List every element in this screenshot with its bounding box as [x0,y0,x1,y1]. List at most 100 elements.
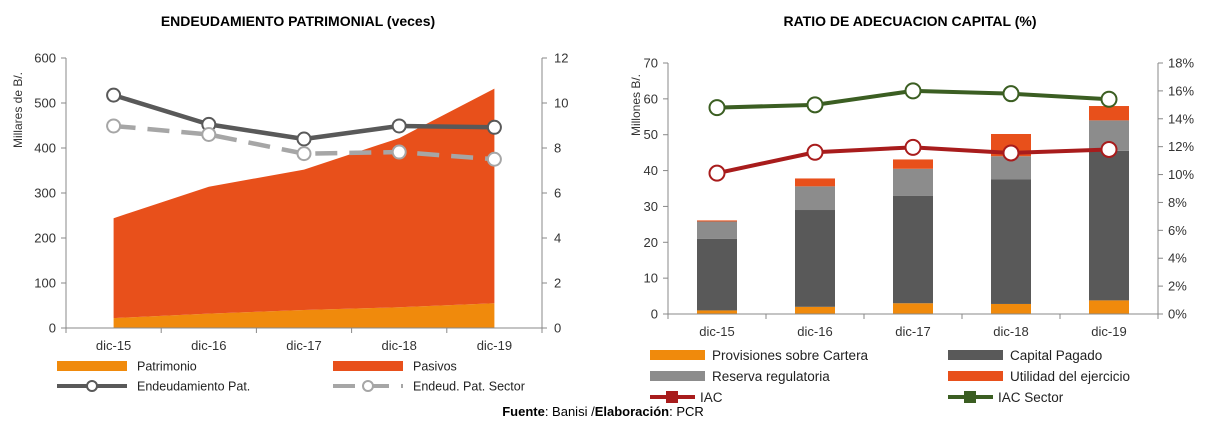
chart2-title: RATIO DE ADECUACION CAPITAL (%) [783,13,1036,29]
chart2-xtick-label: dic-19 [1091,324,1126,339]
chart1-ytick-label: 500 [34,96,56,111]
bar-provisiones-sobre-cartera [795,306,835,314]
marker-iac-sector [904,82,922,100]
chart2-ytick-label: 50 [644,127,658,142]
chart-endeudamiento: ENDEUDAMIENTO PATRIMONIAL (veces) Millar… [11,13,568,394]
chart1-y2tick-label: 4 [554,231,561,246]
bar-utilidad-del-ejercicio [795,178,835,187]
marker-endeud-pat-sector [201,127,217,142]
chart1-xtick-label: dic-17 [286,338,321,353]
bar-utilidad-del-ejercicio [1089,106,1129,121]
elaboration-label: Elaboración [594,404,670,419]
legend-label-pasivos: Pasivos [413,360,457,374]
chart2-y2tick-label: 6% [1168,223,1187,238]
legend-label-utilidad-del-ejercicio: Utilidad del ejercicio [1010,369,1130,384]
chart-ratio-adecuacion: RATIO DE ADECUACION CAPITAL (%) Millones… [629,13,1194,404]
chart2-ylabel: Millones B/. [629,74,643,136]
legend-marker-endeud-pat-sector [362,380,374,392]
legend-marker-iac [666,391,678,403]
legend-swatch-pasivos [333,361,403,371]
legend-label-reserva-regulatoria: Reserva regulatoria [712,369,830,384]
chart1-ytick-label: 200 [34,231,56,246]
chart2-y2tick-label: 16% [1168,83,1194,98]
chart2-ytick-label: 60 [644,91,658,106]
marker-iac [904,138,922,156]
bar-provisiones-sobre-cartera [893,303,933,314]
bar-reserva-regulatoria [893,168,933,196]
marker-iac-sector [708,99,726,117]
chart2-ytick-label: 40 [644,163,658,178]
bar-utilidad-del-ejercicio [697,220,737,222]
chart2-y2tick-label: 8% [1168,195,1187,210]
bar-reserva-regulatoria [795,186,835,211]
chart2-xtick-label: dic-17 [895,324,930,339]
chart1-ytick-label: 0 [49,321,56,336]
chart2-ytick-label: 0 [651,307,658,322]
bar-provisiones-sobre-cartera [991,303,1031,314]
legend-label-capital-pagado: Capital Pagado [1010,348,1102,363]
legend-swatch-provisiones-sobre-cartera [650,350,705,360]
line-endeud-pat-sector [113,123,495,162]
marker-iac [1002,144,1020,162]
chart2-xtick-label: dic-15 [699,324,734,339]
chart2-xtick-label: dic-18 [993,324,1028,339]
marker-iac-sector [1100,90,1118,108]
chart2-ytick-label: 70 [644,56,658,71]
legend-label-endeudamiento-pat: Endeudamiento Pat. [137,380,250,394]
legend-marker-iac-sector [964,391,976,403]
chart2-y2tick-label: 10% [1168,167,1194,182]
bar-provisiones-sobre-cartera [697,310,737,314]
area-pasivos [113,88,495,319]
legend-swatch-patrimonio [57,361,127,371]
bar-utilidad-del-ejercicio [893,159,933,169]
charts-canvas: ENDEUDAMIENTO PATRIMONIAL (veces) Millar… [11,13,1194,404]
legend-marker-endeudamiento-pat [86,380,98,392]
chart2-ytick-label: 10 [644,271,658,286]
chart1-xtick-label: dic-16 [191,338,226,353]
marker-endeud-pat-sector [106,118,122,134]
marker-endeud-pat-sector [391,144,407,160]
bar-capital-pagado [795,210,835,307]
chart2-y2tick-label: 12% [1168,139,1194,154]
legend-label-iac-sector: IAC Sector [998,390,1064,404]
chart1-xtick-label: dic-15 [96,338,131,353]
chart1-y2tick-label: 10 [554,96,568,111]
marker-iac [806,143,824,161]
source-label: Fuente [502,404,545,419]
marker-endeudamiento-pat [486,119,502,135]
chart2-y2tick-label: 2% [1168,279,1187,294]
chart2-y2tick-label: 0% [1168,307,1187,322]
bar-capital-pagado [697,238,737,311]
chart2-y2tick-label: 18% [1168,56,1194,71]
bar-capital-pagado [1089,150,1129,301]
legend-swatch-utilidad-del-ejercicio [948,371,1003,381]
marker-iac [1100,140,1118,158]
legend-swatch-capital-pagado [948,350,1003,360]
chart2-y2tick-label: 4% [1168,251,1187,266]
legend-label-provisiones-sobre-cartera: Provisiones sobre Cartera [712,348,869,363]
chart1-xtick-label: dic-18 [381,338,416,353]
bar-reserva-regulatoria [697,221,737,239]
legend-label-patrimonio: Patrimonio [137,360,197,374]
marker-endeudamiento-pat [391,118,407,134]
chart1-ytick-label: 100 [34,276,56,291]
chart1-y2tick-label: 0 [554,321,561,336]
bar-reserva-regulatoria [991,156,1031,180]
area-patrimonio [113,303,495,328]
legend-label-endeud-pat-sector: Endeud. Pat. Sector [413,380,525,394]
chart2-ytick-label: 20 [644,235,658,250]
chart1-title: ENDEUDAMIENTO PATRIMONIAL (veces) [161,13,435,29]
bar-capital-pagado [893,195,933,304]
bar-capital-pagado [991,179,1031,304]
marker-endeud-pat-sector [296,146,312,162]
chart1-y2tick-label: 6 [554,186,561,201]
chart1-y2tick-label: 2 [554,276,561,291]
chart1-ytick-label: 600 [34,51,56,66]
source-note: Fuente: Banisi /Elaboración: PCR [0,404,1206,419]
chart1-xtick-label: dic-19 [477,338,512,353]
chart2-xtick-label: dic-16 [797,324,832,339]
bar-provisiones-sobre-cartera [1089,300,1129,314]
chart1-ylabel: Millares de B/. [11,72,25,148]
chart2-y2tick-label: 14% [1168,111,1194,126]
chart2-ytick-label: 30 [644,199,658,214]
